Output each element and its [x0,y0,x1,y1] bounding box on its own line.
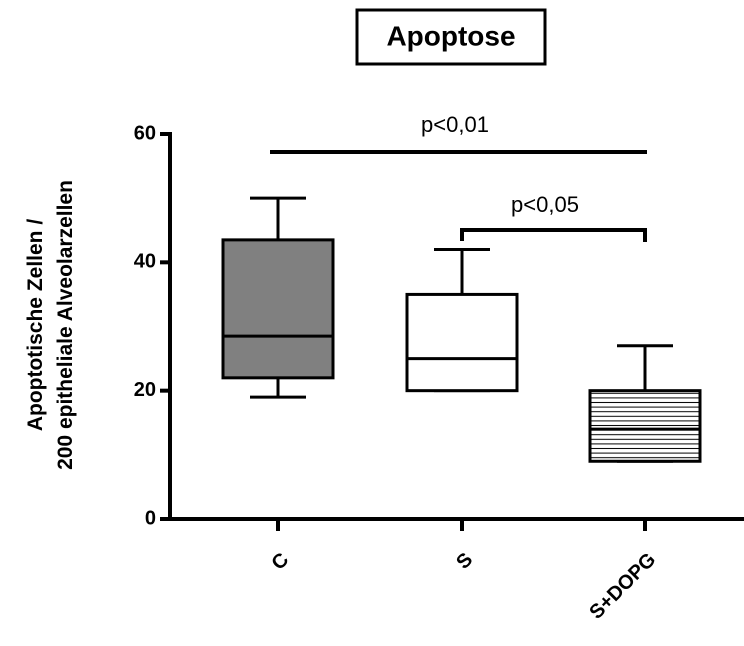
y-tick-label: 60 [134,122,156,144]
bracket [460,228,647,242]
x-tick-label: C [267,549,293,575]
y-tick-label: 40 [134,251,156,273]
brackets [270,150,647,242]
title-box [355,8,547,66]
annotation: p<0,05 [511,192,579,217]
x-tick-label: S+DOPG [585,549,660,624]
x-tick-label: S [452,549,477,574]
box [221,238,335,380]
y-axis-label: Apoptotische Zellen / [24,219,47,432]
box [405,292,519,393]
y-axis-label: 200 epitheliale Alveolarzellen [54,180,77,470]
y-tick-label: 0 [145,507,156,529]
annotation: p<0,01 [421,112,489,137]
box [588,389,702,463]
y-tick-label: 20 [134,379,156,401]
chart-title: Apoptose [386,20,515,51]
